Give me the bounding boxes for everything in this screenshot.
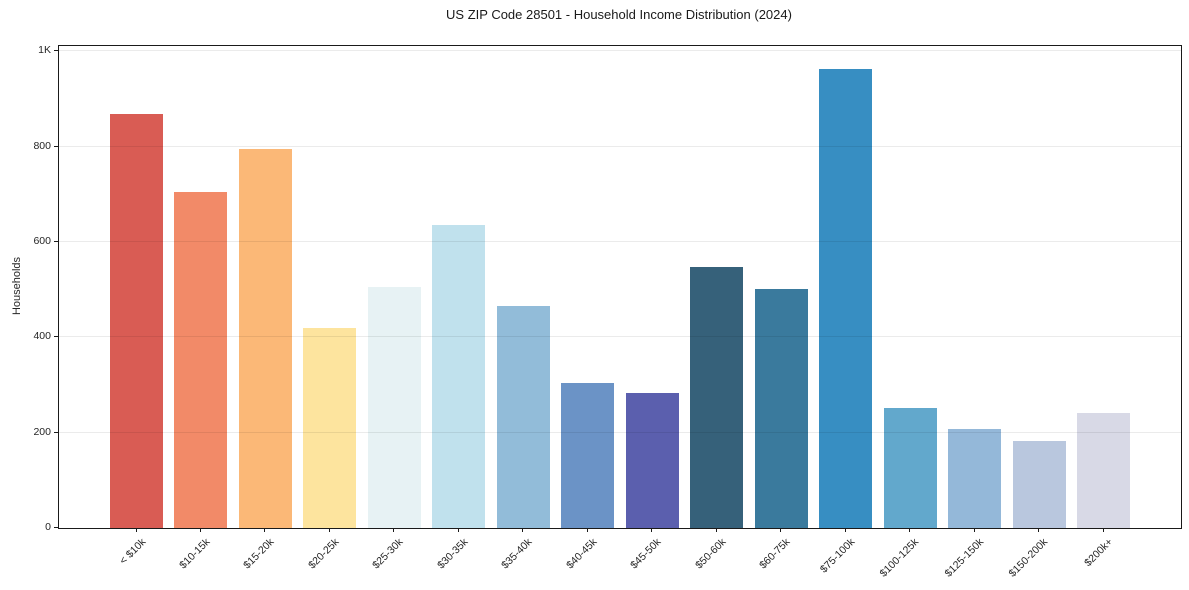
bar <box>561 383 615 528</box>
bar <box>238 148 292 528</box>
bar <box>496 305 550 528</box>
bar <box>110 113 163 528</box>
x-tick-mark <box>264 528 266 532</box>
x-tick-label: $125-150k <box>942 536 987 580</box>
gridline <box>59 145 1181 147</box>
y-tick-mark <box>54 50 58 52</box>
x-tick-label: $20-25k <box>306 536 342 572</box>
x-tick-label: $75-100k <box>817 536 858 576</box>
x-tick-mark <box>199 528 201 532</box>
gridline <box>59 431 1181 433</box>
x-tick-label: < $10k <box>116 536 148 567</box>
x-tick-label: $45-50k <box>628 536 664 572</box>
bar <box>625 393 679 528</box>
x-tick-label: $200k+ <box>1081 536 1115 570</box>
x-tick-mark <box>780 528 782 532</box>
gridline <box>59 240 1181 242</box>
x-tick-label: $100-125k <box>878 536 922 580</box>
x-tick-mark <box>1102 528 1104 532</box>
x-tick-label: $50-60k <box>692 536 729 572</box>
y-tick-label: 800 <box>33 139 51 152</box>
x-tick-label: $30-35k <box>435 536 471 572</box>
plot-area <box>58 45 1182 529</box>
bar <box>432 224 486 528</box>
y-axis-label: Households <box>11 256 23 316</box>
gridline <box>59 50 1181 52</box>
bar <box>1077 413 1130 528</box>
bar <box>754 288 808 528</box>
y-tick-label: 400 <box>33 330 51 343</box>
bar <box>819 68 873 528</box>
x-tick-label: $10-15k <box>177 536 213 572</box>
x-tick-mark <box>586 528 588 532</box>
y-tick-mark <box>54 336 58 338</box>
bar <box>690 266 744 528</box>
y-tick-mark <box>54 145 58 147</box>
bar <box>1012 440 1066 528</box>
x-tick-mark <box>844 528 846 532</box>
y-tick-mark <box>54 431 58 433</box>
x-tick-label: $150-200k <box>1006 536 1051 580</box>
x-tick-label: $15-20k <box>241 536 277 572</box>
y-tick-mark <box>54 527 58 528</box>
y-tick-label: 0 <box>45 521 51 533</box>
bar <box>948 428 1002 528</box>
x-tick-mark <box>909 528 911 532</box>
gridline <box>59 336 1181 338</box>
x-tick-mark <box>522 528 524 532</box>
y-tick-label: 200 <box>33 425 51 438</box>
bar <box>367 286 421 528</box>
bar <box>174 191 228 528</box>
x-tick-mark <box>328 528 330 532</box>
x-tick-mark <box>393 528 395 532</box>
bar <box>303 327 357 528</box>
y-tick-label: 1K <box>38 44 51 57</box>
bar <box>883 407 937 528</box>
x-tick-mark <box>973 528 975 532</box>
x-tick-label: $35-40k <box>499 536 535 572</box>
chart-title: US ZIP Code 28501 - Household Income Dis… <box>446 7 792 22</box>
x-tick-label: $60-75k <box>757 536 793 572</box>
x-tick-mark <box>135 528 137 532</box>
x-tick-mark <box>651 528 653 532</box>
x-tick-mark <box>1038 528 1040 532</box>
x-tick-mark <box>457 528 459 532</box>
y-tick-label: 600 <box>33 234 51 247</box>
x-tick-label: $40-45k <box>563 536 600 572</box>
y-tick-mark <box>54 240 58 242</box>
x-tick-mark <box>715 528 717 532</box>
x-tick-label: $25-30k <box>370 536 406 572</box>
